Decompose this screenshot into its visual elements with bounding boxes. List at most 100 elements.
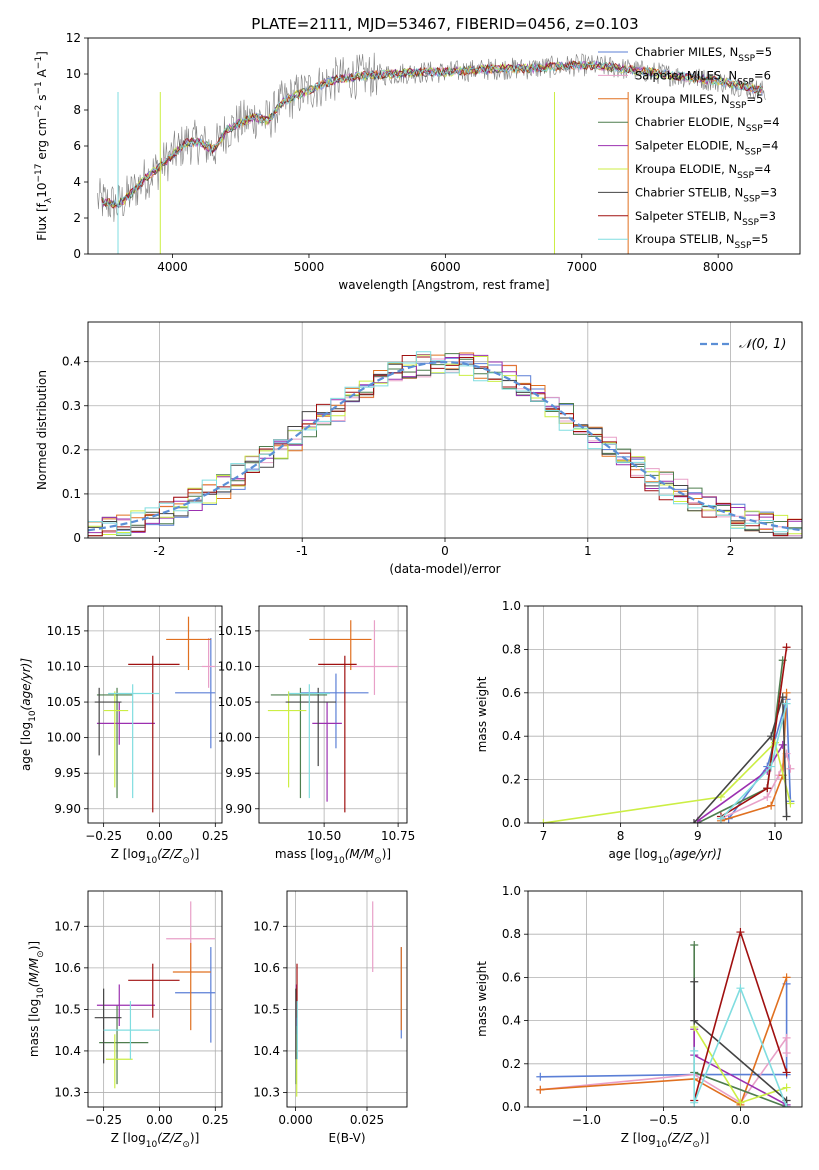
label-part: mass weight: [475, 676, 489, 752]
label-part: 10: [146, 856, 158, 866]
label-part: Z [log: [111, 1131, 146, 1145]
label-part: )]: [190, 847, 199, 861]
x-tick-label: 10.75: [381, 829, 415, 843]
label-part: A: [35, 68, 49, 81]
weight-line: [728, 699, 792, 820]
y-tick-label: 0.8: [502, 642, 521, 656]
y-tick-label: 9.95: [54, 766, 81, 780]
x-tick-label: 7000: [566, 260, 597, 274]
y-tick-label: 10.6: [253, 961, 280, 975]
y-tick-label: 10.3: [54, 1085, 81, 1099]
weight-marker: [763, 784, 772, 793]
gaussian-curve: [88, 360, 802, 532]
legend-label: Kroupa ELODIE, NSSP=4: [635, 162, 771, 181]
x-tick-label: 0.00: [146, 829, 173, 843]
weight-marker: [736, 928, 745, 937]
y-tick-label: 9.95: [225, 766, 252, 780]
label-part: erg cm: [35, 118, 49, 164]
label-part: −1: [34, 81, 44, 94]
weight-marker: [690, 1098, 699, 1107]
x-tick-label: 0.25: [202, 1113, 229, 1127]
weight-marker: [786, 799, 795, 808]
label-part: 10: [656, 1140, 668, 1150]
label-part: =4: [754, 162, 771, 176]
weight-line: [543, 741, 792, 823]
plot-area: [295, 901, 402, 1097]
y-tick-label: 9.90: [225, 802, 252, 816]
weight-marker: [782, 699, 791, 708]
label-part: (Z/Z: [157, 847, 183, 861]
axes-frame: [527, 605, 803, 824]
x-tick-label: 10.50: [307, 829, 341, 843]
y-tick-label: 10.15: [47, 624, 81, 638]
axes-frame: [527, 890, 803, 1108]
y-tick-label: 10.3: [253, 1085, 280, 1099]
label-part: Normed distribution: [35, 370, 49, 490]
axes-frame: [87, 890, 223, 1108]
x-tick-label: 2: [727, 544, 735, 558]
weight-marker: [539, 819, 548, 823]
label-part: ⊙: [374, 856, 382, 866]
label-part: −17: [34, 164, 44, 183]
label-part: age [log: [608, 847, 657, 861]
x-axis-label: age [log10(age/yr)]: [608, 847, 721, 866]
y-tick-label: 0.1: [62, 487, 81, 501]
label-part: Flux [f: [35, 202, 49, 240]
label-part: Chabrier ELODIE, N: [635, 115, 746, 129]
x-tick-label: -1: [296, 544, 308, 558]
weight-marker: [767, 762, 776, 771]
plot-area: [539, 643, 795, 823]
label-part: λ: [44, 197, 54, 203]
y-tick-label: 10.15: [218, 624, 252, 638]
label-part: Z [log: [621, 1131, 656, 1145]
weight-line: [540, 977, 788, 1106]
x-axis-label: Z [log10(Z/Z⊙)]: [111, 1131, 200, 1150]
y-tick-label: 0.4: [502, 1014, 521, 1028]
label-part: SSP: [737, 77, 754, 87]
weight-marker: [536, 1072, 545, 1081]
x-tick-label: 0.000: [278, 1113, 312, 1127]
chart-panel-mw_vs_Z: −1.0 −0.5 0.0 0.0 0.2 0.4 0.6 0.8 1.0 Z [log10(Z/…: [475, 884, 803, 1150]
y-axis-label: Flux [fλ10−17 erg cm−2 s−1 A−1]: [34, 51, 54, 241]
legend-label: 𝒩(0, 1): [739, 337, 786, 352]
legend-label: Chabrier MILES, NSSP=5: [635, 45, 772, 64]
label-part: Kroupa ELODIE, N: [635, 162, 737, 176]
plot-area: [97, 52, 766, 254]
weight-marker: [778, 740, 787, 749]
y-tick-label: 10.4: [253, 1044, 280, 1058]
x-tick-label: 8000: [703, 260, 734, 274]
chart-panel-mass_vs_EBV: 0.000 0.025 10.3 10.4 10.5 10.6 10.7 E(B-V): [253, 890, 408, 1145]
label-part: 10: [146, 1140, 158, 1150]
label-part: SSP: [742, 218, 759, 228]
weight-line: [540, 983, 788, 1078]
x-axis-label: Z [log10(Z/Z⊙)]: [111, 847, 200, 866]
weight-marker: [716, 814, 725, 823]
weight-marker: [690, 941, 699, 949]
weight-marker: [690, 977, 699, 986]
label-part: )]: [190, 1131, 199, 1145]
label-part: age [log: [19, 722, 33, 771]
y-tick-label: 0.4: [62, 355, 81, 369]
weight-marker: [736, 1098, 745, 1107]
x-tick-label: −0.5: [649, 1113, 678, 1127]
axes-frame: [87, 321, 803, 539]
weight-marker: [763, 792, 772, 801]
weight-marker: [782, 1049, 791, 1057]
weight-marker: [767, 801, 776, 810]
label-part: SSP: [735, 241, 752, 251]
label-part: Chabrier STELIB, N: [635, 185, 743, 199]
plot-area: [536, 928, 791, 1107]
chart-panel-age_vs_mass: 10.50 10.75 9.90 9.95 10.00 10.05 10.10 10.15 ma…: [218, 605, 415, 866]
weight-marker: [736, 984, 745, 993]
label-part: SSP: [746, 124, 763, 134]
label-part: (age/yr)]: [669, 847, 722, 861]
y-tick-label: 4: [73, 175, 81, 189]
y-axis-label: age [log10(age/yr)]: [19, 658, 38, 771]
y-tick-label: 10.05: [47, 695, 81, 709]
y-tick-label: 1.0: [502, 599, 521, 613]
y-tick-label: 10.10: [218, 659, 252, 673]
label-part: SSP: [743, 194, 760, 204]
chart-panel-age_vs_Z: −0.25 0.00 0.25 9.90 9.95 10.00 10.05 10.10 10.1…: [19, 605, 229, 866]
y-axis-label: mass weight: [475, 676, 489, 752]
